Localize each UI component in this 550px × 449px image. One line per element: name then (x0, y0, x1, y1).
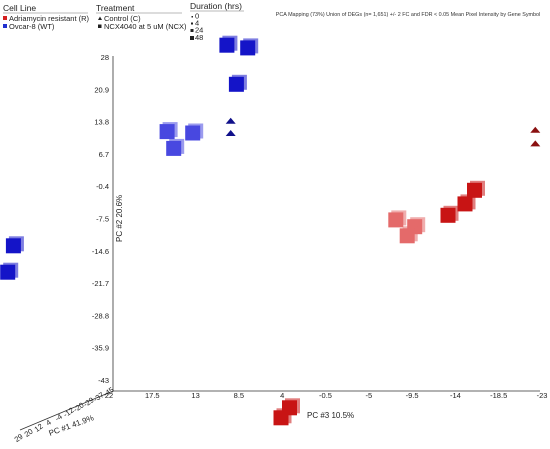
legend-item-duration-24: 24 (195, 26, 203, 35)
data-point-square (185, 125, 201, 141)
pc1-axis-line (19, 390, 114, 431)
pc2-tick-label: -14.6 (92, 247, 109, 256)
triangle-icon (98, 16, 102, 20)
pc3-tick-label: 17.5 (145, 391, 160, 400)
pc1-tick-label: 12 (33, 422, 45, 434)
data-point-square (388, 212, 404, 228)
legend-title-duration: Duration (hrs) (190, 1, 242, 11)
pc3-tick-label: 4 (280, 391, 284, 400)
pc2-tick-label: -43 (98, 376, 109, 385)
pc3-axis-title: PC #3 10.5% (307, 411, 354, 420)
pc3-tick-label: -0.5 (319, 391, 332, 400)
data-point-square (457, 196, 473, 212)
pc3-tick-label: -9.5 (406, 391, 419, 400)
data-point-square (159, 124, 175, 140)
data-point-triangle (530, 126, 541, 133)
pc3-tick-label: -5 (365, 391, 372, 400)
pc2-axis-title: PC #2 20.6% (115, 195, 124, 242)
data-point-square (0, 264, 16, 280)
pc3-tick-label: 8.5 (234, 391, 244, 400)
pc1-tick-label: -4 (53, 412, 64, 423)
pc2-tick-label: -35.9 (92, 344, 109, 353)
legend-cell-line: Cell Line Adriamycin resistant (R) Ovcar… (3, 3, 90, 31)
data-point-square (166, 140, 182, 156)
data-point-triangle (530, 140, 541, 147)
pc2-tick-labels: 28 20.9 13.8 6.7 -0.4 -7.5 -14.6 -21.7 -28.8 -35.… (92, 53, 109, 385)
pc2-tick-label: 28 (101, 53, 109, 62)
data-point-triangle (225, 117, 236, 124)
pc2-tick-label: -21.7 (92, 279, 109, 288)
legend-item-duration-48: 48 (195, 33, 203, 42)
axis-frame (19, 56, 540, 431)
legend-item-duration-4: 4 (195, 19, 199, 28)
pc3-tick-label: -18.5 (490, 391, 507, 400)
square-icon (98, 24, 102, 28)
data-point-square (440, 207, 456, 223)
legend-swatch-blue (3, 24, 7, 28)
data-point-square (467, 182, 482, 198)
pc3-tick-label: 13 (191, 391, 199, 400)
legend-item-duration-0: 0 (195, 12, 199, 21)
pc1-tick-label: 4 (44, 418, 53, 428)
pc2-tick-label: -0.4 (96, 182, 109, 191)
legend-item-resistant: Adriamycin resistant (R) (9, 14, 90, 23)
legend-swatch-red (3, 16, 7, 20)
data-points (0, 35, 541, 426)
pc3-tick-labels: 22 17.5 13 8.5 4 -0.5 -5 -9.5 -14 -18.5 -23 (105, 391, 548, 400)
legend-item-control: Control (C) (104, 14, 141, 23)
size-swatch-48 (190, 36, 194, 40)
data-point-square (219, 37, 235, 53)
pc1-tick-label: 20 (23, 427, 35, 439)
legend-treatment: Treatment Control (C) NCX4040 at 5 uM (N… (96, 3, 187, 31)
pc1-tick-label: 29 (13, 432, 25, 444)
pc2-tick-label: -7.5 (96, 215, 109, 224)
size-swatch-4 (191, 22, 193, 25)
chart-title: PCA Mapping (73%) Union of DEGs (n= 1,65… (276, 12, 540, 18)
data-point-square (228, 76, 244, 92)
legend-title-cell-line: Cell Line (3, 3, 36, 13)
data-point-square (273, 410, 289, 426)
data-point-square (399, 228, 415, 244)
pc2-tick-label: 13.8 (94, 118, 109, 127)
pc3-tick-label: -23 (537, 391, 548, 400)
pc3-tick-label: 22 (105, 391, 113, 400)
pc2-tick-label: 20.9 (94, 85, 109, 94)
legend-item-ncx: NCX4040 at 5 uM (NCX) (104, 22, 187, 31)
size-swatch-24 (190, 29, 194, 32)
pc3-tick-label: -14 (450, 391, 461, 400)
data-point-square (240, 40, 256, 56)
pc2-tick-label: -28.8 (92, 311, 109, 320)
data-point-square (5, 238, 21, 254)
legend-duration: Duration (hrs) 0 4 24 48 (190, 1, 244, 42)
data-point-triangle (225, 130, 236, 136)
size-swatch-0 (191, 16, 193, 18)
pc2-tick-label: 6.7 (99, 150, 109, 159)
legend-item-wild-type: Ovcar-8 (WT) (9, 22, 55, 31)
legend-title-treatment: Treatment (96, 3, 135, 13)
